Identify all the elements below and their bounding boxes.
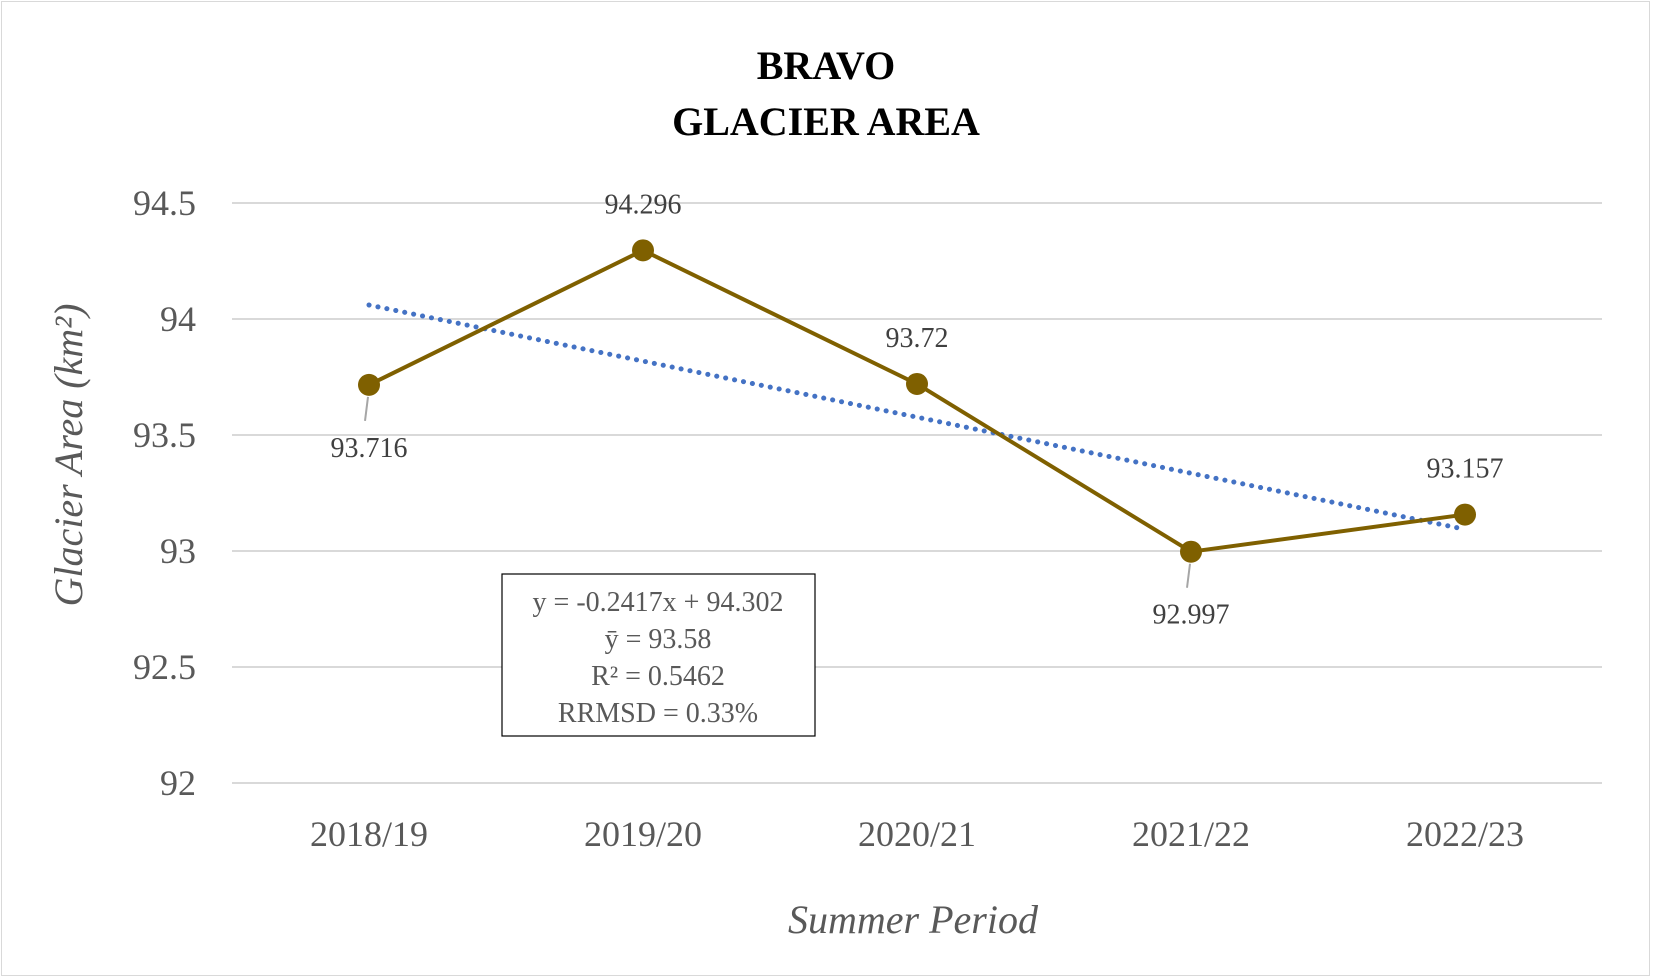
data-point [906,372,928,395]
x-tick-label: 2022/23 [1406,814,1524,854]
y-tick-label: 93 [160,531,196,571]
x-axis-tick-labels: 2018/19 2019/20 2020/21 2021/22 2022/23 [310,814,1524,854]
chart-title-line-2: GLACIER AREA [672,99,980,144]
data-label: 92.997 [1153,600,1230,631]
y-tick-label: 92.5 [133,647,196,687]
stats-box-border [501,573,816,737]
data-point [1454,503,1476,526]
x-tick-label: 2018/19 [310,814,428,854]
data-series [358,239,1476,563]
x-tick-label: 2021/22 [1132,814,1250,854]
stats-rrmsd: RRMSD = 0.33% [558,698,758,729]
y-tick-label: 94.5 [133,183,196,223]
chart-title-line-1: BRAVO [757,43,896,88]
stats-r-squared: R² = 0.5462 [591,661,725,692]
data-labels: 93.716 94.296 93.72 92.997 93.157 [331,189,1504,630]
data-point [358,373,380,396]
y-tick-label: 94 [160,299,196,339]
data-point [1180,540,1202,563]
chart-title: BRAVO GLACIER AREA [672,43,980,144]
y-axis-title: Glacier Area (km²) [46,303,91,606]
data-label-leader [1186,563,1191,588]
stats-equation: y = -0.2417x + 94.302 [533,587,784,618]
x-tick-label: 2020/21 [858,814,976,854]
y-axis-tick-labels: 92 92.5 93 93.5 94 94.5 [133,183,196,803]
stats-mean: ȳ = 93.58 [605,624,712,655]
y-tick-label: 92 [160,763,196,803]
data-label: 94.296 [605,189,682,220]
data-label: 93.157 [1427,454,1504,485]
y-tick-label: 93.5 [133,415,196,455]
data-label-leader [364,396,369,422]
x-tick-label: 2019/20 [584,814,702,854]
x-axis-title: Summer Period [788,897,1039,942]
gridlines [232,202,1602,784]
series-line [368,248,1466,554]
data-point [632,239,654,262]
data-label: 93.716 [331,433,408,464]
data-label: 93.72 [886,323,949,354]
stats-box: y = -0.2417x + 94.302 ȳ = 93.58 R² = 0.5… [501,573,816,737]
